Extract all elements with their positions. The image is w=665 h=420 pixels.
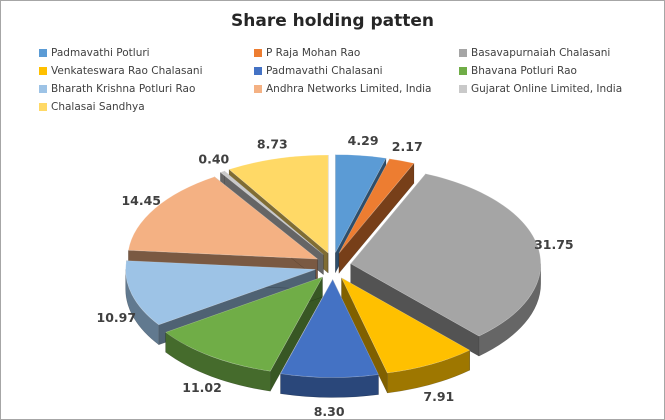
legend-swatch: [39, 85, 47, 93]
pie-slice: [338, 158, 415, 274]
legend-item: P Raja Mohan Rao: [254, 45, 360, 61]
data-label: 8.30: [314, 404, 345, 419]
chart-title: Share holding patten: [231, 11, 434, 31]
legend-item: Chalasai Sandhya: [39, 99, 145, 115]
legend-swatch: [459, 49, 467, 57]
legend-label: Chalasai Sandhya: [51, 101, 145, 113]
data-label: 31.75: [534, 237, 574, 252]
legend-item: Padmavathi Potluri: [39, 45, 150, 61]
legend-label: Gujarat Online Limited, India: [471, 83, 623, 95]
legend-item: Basavapurnaiah Chalasani: [459, 45, 610, 61]
legend-item: Venkateswara Rao Chalasani: [39, 63, 202, 79]
data-label: 11.02: [182, 380, 222, 395]
legend-swatch: [39, 67, 47, 75]
legend-item: Bharath Krishna Potluri Rao: [39, 81, 195, 97]
legend-item: Bhavana Potluri Rao: [459, 63, 577, 79]
legend-swatch: [39, 103, 47, 111]
legend-swatch: [459, 85, 467, 93]
legend-label: Bharath Krishna Potluri Rao: [51, 83, 196, 95]
data-label: 8.73: [257, 137, 288, 152]
data-label: 14.45: [121, 193, 161, 208]
pie-slice: [340, 277, 471, 394]
legend-label: Andhra Networks Limited, India: [266, 83, 432, 95]
legend-label: P Raja Mohan Rao: [266, 47, 361, 59]
legend-label: Venkateswara Rao Chalasani: [51, 65, 203, 77]
data-label: 10.97: [97, 310, 137, 325]
legend-item: Padmavathi Chalasani: [254, 63, 383, 79]
data-label: 2.17: [392, 139, 423, 154]
legend-swatch: [39, 49, 47, 57]
pie-slice: [350, 173, 542, 357]
legend-label: Basavapurnaiah Chalasani: [471, 47, 611, 59]
data-label: 4.29: [348, 133, 379, 148]
legend-swatch: [459, 67, 467, 75]
legend: Padmavathi Potluri P Raja Mohan Rao Basava…: [39, 45, 639, 117]
data-label: 0.40: [198, 151, 229, 166]
legend-label: Padmavathi Chalasani: [266, 65, 383, 77]
legend-item: Gujarat Online Limited, India: [459, 81, 622, 97]
legend-swatch: [254, 85, 262, 93]
data-label: 7.91: [423, 389, 454, 404]
legend-swatch: [254, 49, 262, 57]
legend-label: Padmavathi Potluri: [51, 47, 150, 59]
legend-swatch: [254, 67, 262, 75]
legend-item: Andhra Networks Limited, India: [254, 81, 432, 97]
legend-label: Bhavana Potluri Rao: [471, 65, 577, 77]
pie-slice: [165, 275, 324, 393]
pie-slice: [280, 278, 379, 398]
